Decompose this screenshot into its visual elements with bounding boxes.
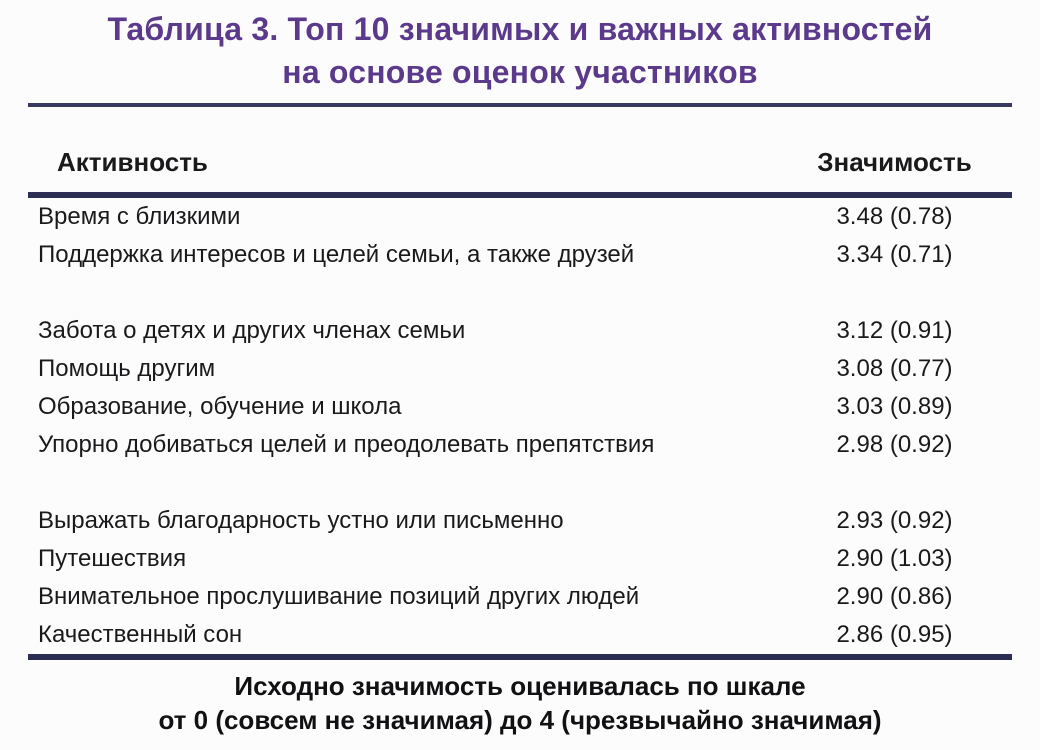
- activity-cell: Забота о детях и других членах семьи: [38, 317, 466, 344]
- table-row: Путешествия 2.90 (1.03): [28, 540, 1012, 578]
- activity-cell: Помощь другим: [38, 355, 216, 382]
- value-cell: 2.86 (0.95): [836, 621, 953, 648]
- table-row: Внимательное прослушивание позиций други…: [28, 578, 1012, 616]
- value-cell: 2.90 (1.03): [836, 545, 953, 572]
- table-row: Качественный сон 2.86 (0.95): [28, 616, 1012, 654]
- value-cell: 3.34 (0.71): [836, 241, 953, 268]
- group-gap: [28, 464, 1012, 502]
- value-cell: 3.12 (0.91): [836, 317, 953, 344]
- activity-cell: Путешествия: [38, 545, 187, 572]
- activity-cell: Выражать благодарность устно или письмен…: [38, 507, 564, 534]
- value-cell: 3.48 (0.78): [836, 203, 953, 230]
- column-header-activity: Активность: [57, 147, 208, 177]
- table-row: Выражать благодарность устно или письмен…: [28, 502, 1012, 540]
- value-cell: 3.03 (0.89): [836, 393, 953, 420]
- activity-cell: Качественный сон: [38, 621, 243, 648]
- footnote-line2: от 0 (совсем не значимая) до 4 (чрезвыча…: [158, 705, 882, 735]
- footnote: Исходно значимость оценивалась по шкале …: [0, 669, 1040, 737]
- activity-cell: Внимательное прослушивание позиций други…: [38, 583, 640, 610]
- bottom-divider: [28, 654, 1012, 660]
- page-title-line1: Таблица 3. Топ 10 значимых и важных акти…: [107, 11, 933, 47]
- value-cell: 2.90 (0.86): [836, 583, 953, 610]
- activity-cell: Образование, обучение и школа: [38, 393, 402, 420]
- column-header-value: Значимость: [817, 147, 972, 177]
- table-body: Время с близкими 3.48 (0.78) Поддержка и…: [28, 198, 1012, 654]
- table-header-row: Активность Значимость: [28, 107, 1012, 179]
- page-title-line2: на основе оценок участников: [282, 54, 758, 90]
- table-row: Время с близкими 3.48 (0.78): [28, 198, 1012, 236]
- table-row: Образование, обучение и школа 3.03 (0.89…: [28, 388, 1012, 426]
- table-row: Помощь другим 3.08 (0.77): [28, 350, 1012, 388]
- value-cell: 2.93 (0.92): [836, 507, 953, 534]
- value-cell: 2.98 (0.92): [836, 431, 953, 458]
- header-divider: [28, 192, 1012, 198]
- footnote-line1: Исходно значимость оценивалась по шкале: [234, 671, 806, 701]
- value-cell: 3.08 (0.77): [836, 355, 953, 382]
- activity-cell: Время с близкими: [38, 203, 241, 230]
- table-row: Поддержка интересов и целей семьи, а так…: [28, 236, 1012, 274]
- table-row: Упорно добиваться целей и преодолевать п…: [28, 426, 1012, 464]
- group-gap: [28, 274, 1012, 312]
- activity-cell: Упорно добиваться целей и преодолевать п…: [38, 431, 655, 458]
- table-row: Забота о детях и других членах семьи 3.1…: [28, 312, 1012, 350]
- activity-cell: Поддержка интересов и целей семьи, а так…: [38, 241, 635, 268]
- title-divider: [28, 103, 1012, 107]
- page-title: Таблица 3. Топ 10 значимых и важных акти…: [0, 0, 1040, 94]
